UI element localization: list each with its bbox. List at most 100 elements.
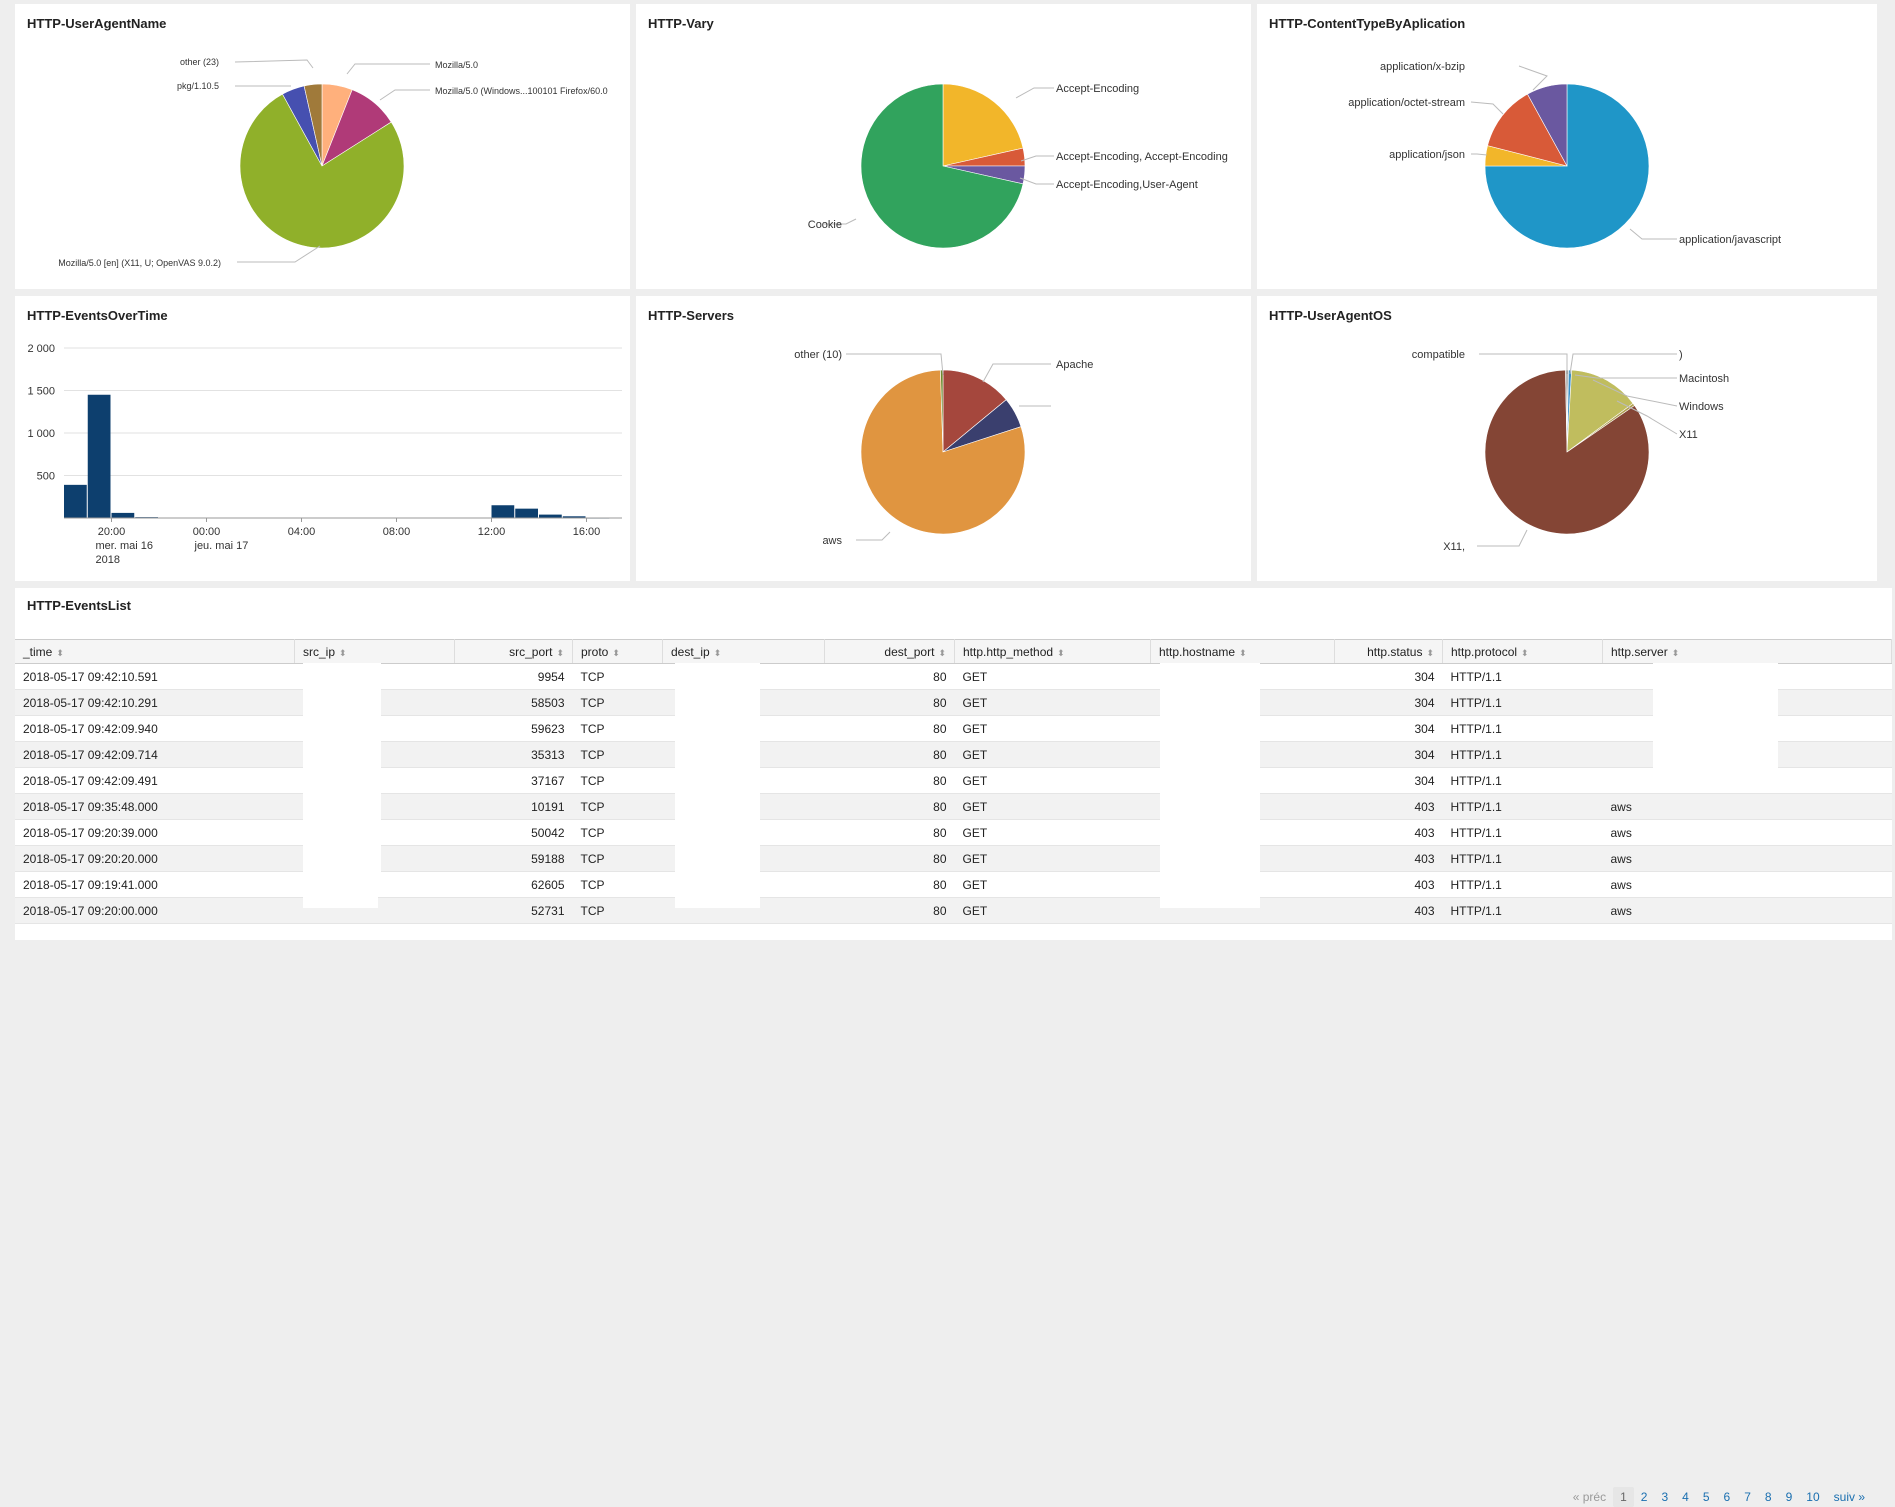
cell-proto: TCP xyxy=(580,773,605,788)
label-accept-encoding-double: Accept-Encoding, Accept-Encoding xyxy=(1056,151,1228,163)
column-header-label: http.status xyxy=(1367,644,1423,659)
cell-src-port: 62605 xyxy=(531,877,565,892)
sort-icon[interactable]: ⬍ xyxy=(612,647,620,658)
table-row[interactable]: 2018-05-17 09:35:48.000 10191 TCP 80 GET 403 H… xyxy=(15,793,1892,820)
sort-icon[interactable]: ⬍ xyxy=(1671,647,1680,658)
sort-icon[interactable]: ⬍ xyxy=(339,647,347,658)
sort-icon[interactable]: ⬍ xyxy=(1057,647,1065,658)
column-header-time[interactable]: _time ⬍ xyxy=(15,639,295,664)
cell-src-port: 50042 xyxy=(531,825,565,840)
table-row[interactable]: 2018-05-17 09:42:09.940 59623 TCP 80 GET 304 H… xyxy=(15,716,1892,742)
sort-icon[interactable]: ⬍ xyxy=(713,647,722,658)
table-row[interactable]: 2018-05-17 09:42:10.591 9954 TCP 80 GET 304 HT… xyxy=(15,664,1892,690)
column-header-proto[interactable]: proto ⬍ xyxy=(572,639,663,664)
pie-slice-application-javascript[interactable] xyxy=(1484,83,1650,249)
table-row[interactable]: 2018-05-17 09:20:20.000 59188 TCP 80 GET 403 H… xyxy=(15,845,1892,872)
bar[interactable] xyxy=(539,514,562,518)
pager-page-3[interactable]: 3 xyxy=(1661,1490,1669,1504)
pager-next-link[interactable]: suiv » xyxy=(1833,1490,1865,1504)
x-date-label: jeu. mai 17 xyxy=(194,540,249,552)
column-header-http-http-method[interactable]: http.http_method ⬍ xyxy=(954,639,1151,664)
sort-icon[interactable]: ⬍ xyxy=(1521,647,1529,658)
table-row[interactable]: 2018-05-17 09:42:10.291 58503 TCP 80 GET 304 H… xyxy=(15,689,1892,716)
bar[interactable] xyxy=(111,512,135,518)
cell-http-protocol: HTTP/1.1 xyxy=(1450,721,1502,736)
os-pie-chart[interactable]: compatible ) Macintosh Windows X11 X11, xyxy=(1257,296,1877,581)
table-row[interactable]: 2018-05-17 09:42:09.491 37167 TCP 80 GET 304 H… xyxy=(15,768,1892,794)
pie-slice-other-23[interactable] xyxy=(303,83,323,167)
pie-slice-application-octet-stream[interactable] xyxy=(1487,93,1568,167)
sort-icon[interactable]: ⬍ xyxy=(56,647,64,658)
pie-slice-cookie[interactable] xyxy=(860,83,1024,249)
sort-icon[interactable]: ⬍ xyxy=(938,647,946,658)
pager-page-2[interactable]: 2 xyxy=(1640,1490,1648,1504)
column-header-label: dest_ip xyxy=(671,644,710,659)
redacted-server xyxy=(1653,663,1778,773)
bar[interactable] xyxy=(64,484,87,518)
label-mozilla: Mozilla/5.0 xyxy=(435,60,478,70)
label-mozilla-openvas: Mozilla/5.0 [en] (X11, U; OpenVAS 9.0.2) xyxy=(58,258,221,268)
pie-slice-aws[interactable] xyxy=(860,369,1026,535)
column-header-dest-ip[interactable]: dest_ip ⬍ xyxy=(662,639,825,664)
useragent-pie-chart[interactable]: other (23) pkg/1.10.5 Mozilla/5.0 Mozill… xyxy=(15,4,630,289)
table-row[interactable]: 2018-05-17 09:20:39.000 50042 TCP 80 GET 403 H… xyxy=(15,820,1892,846)
sort-icon[interactable]: ⬍ xyxy=(1426,647,1434,658)
cell-src-port: 37167 xyxy=(531,773,565,788)
sort-icon[interactable]: ⬍ xyxy=(556,647,564,658)
column-header-dest-port[interactable]: dest_port ⬍ xyxy=(824,639,955,664)
pager-page-10[interactable]: 10 xyxy=(1806,1490,1820,1504)
sort-icon[interactable]: ⬍ xyxy=(1239,647,1247,658)
cell-time: 2018-05-17 09:20:00.000 xyxy=(15,897,295,924)
bar[interactable] xyxy=(491,505,515,518)
pager-page-6[interactable]: 6 xyxy=(1723,1490,1731,1504)
column-header-http-hostname[interactable]: http.hostname ⬍ xyxy=(1150,639,1335,664)
label-x11: X11 xyxy=(1679,429,1698,441)
panel-useragent-name: HTTP-UserAgentName other (23) pkg/1.10.5… xyxy=(15,4,630,289)
table-row[interactable]: 2018-05-17 09:20:00.000 52731 TCP 80 GET 403 H… xyxy=(15,897,1892,924)
pie-slice-apache[interactable] xyxy=(942,369,1007,453)
pie-slice-application-x-bzip[interactable] xyxy=(1527,83,1568,167)
pie-slice-mozilla-5-0-en-x11-u-openvas-9-0-2[interactable] xyxy=(239,93,405,249)
label-pkg: pkg/1.10.5 xyxy=(177,81,219,91)
pager-page-5[interactable]: 5 xyxy=(1702,1490,1710,1504)
cell-http-status: 304 xyxy=(1414,669,1435,684)
panel-title: HTTP-UserAgentOS xyxy=(1269,308,1392,323)
cell-src-port: 9954 xyxy=(537,669,565,684)
column-header-http-status[interactable]: http.status ⬍ xyxy=(1334,639,1443,664)
pager-page-1[interactable]: 1 xyxy=(1613,1487,1634,1507)
cell-time: 2018-05-17 09:42:10.591 xyxy=(23,669,158,684)
table-row[interactable]: 2018-05-17 09:19:41.000 62605 TCP 80 GET 403 H… xyxy=(15,872,1892,898)
panel-title: HTTP-Vary xyxy=(648,16,714,31)
pager-page-4[interactable]: 4 xyxy=(1682,1490,1689,1504)
label-x11-comma: X11, xyxy=(1443,541,1465,553)
contenttype-pie-chart[interactable]: application/x-bzip application/octet-str… xyxy=(1257,4,1877,289)
cell-dest-port: 80 xyxy=(933,773,947,788)
pager-page-8[interactable]: 8 xyxy=(1764,1490,1772,1504)
table-row[interactable]: 2018-05-17 09:42:09.714 35313 TCP 80 GET 304 H… xyxy=(15,741,1892,768)
column-header-src-port[interactable]: src_port ⬍ xyxy=(454,639,573,664)
bar[interactable] xyxy=(515,508,538,518)
pie-slice-accept-encoding[interactable] xyxy=(942,83,1024,167)
cell-http-server: aws xyxy=(1610,877,1632,892)
pager-page-9[interactable]: 9 xyxy=(1785,1490,1793,1504)
cell-dest-port: 80 xyxy=(933,877,947,892)
label-aws: aws xyxy=(822,535,842,547)
cell-src-port: 35313 xyxy=(454,741,573,768)
cell-http-server: aws xyxy=(1602,845,1892,872)
bar[interactable] xyxy=(562,516,586,518)
cell-http-protocol: HTTP/1.1 xyxy=(1450,773,1502,788)
column-header-label: http.hostname xyxy=(1159,644,1236,659)
events-over-time-chart[interactable]: 2 000 1 500 1 000 500 20:00 00:00 04:00 08:00 12… xyxy=(15,296,630,581)
events-table: _time ⬍ src_ip ⬍ src_port ⬍ proto ⬍ dest_ip ⬍ dest… xyxy=(15,639,1892,924)
cell-time: 2018-05-17 09:19:41.000 xyxy=(23,877,158,892)
vary-pie-chart[interactable]: Accept-Encoding Accept-Encoding, Accept-… xyxy=(636,4,1251,289)
cell-http-status: 304 xyxy=(1334,689,1443,716)
pager-page-7[interactable]: 7 xyxy=(1744,1490,1751,1504)
bar[interactable] xyxy=(87,394,111,518)
column-header-http-protocol[interactable]: http.protocol ⬍ xyxy=(1442,639,1603,664)
column-header-http-server[interactable]: http.server ⬍ xyxy=(1602,639,1892,664)
servers-pie-chart[interactable]: other (10) Apache aws xyxy=(636,296,1251,581)
cell-http-protocol: HTTP/1.1 xyxy=(1442,845,1603,872)
column-header-src-ip[interactable]: src_ip ⬍ xyxy=(294,639,455,664)
cell-proto: TCP xyxy=(572,793,663,820)
